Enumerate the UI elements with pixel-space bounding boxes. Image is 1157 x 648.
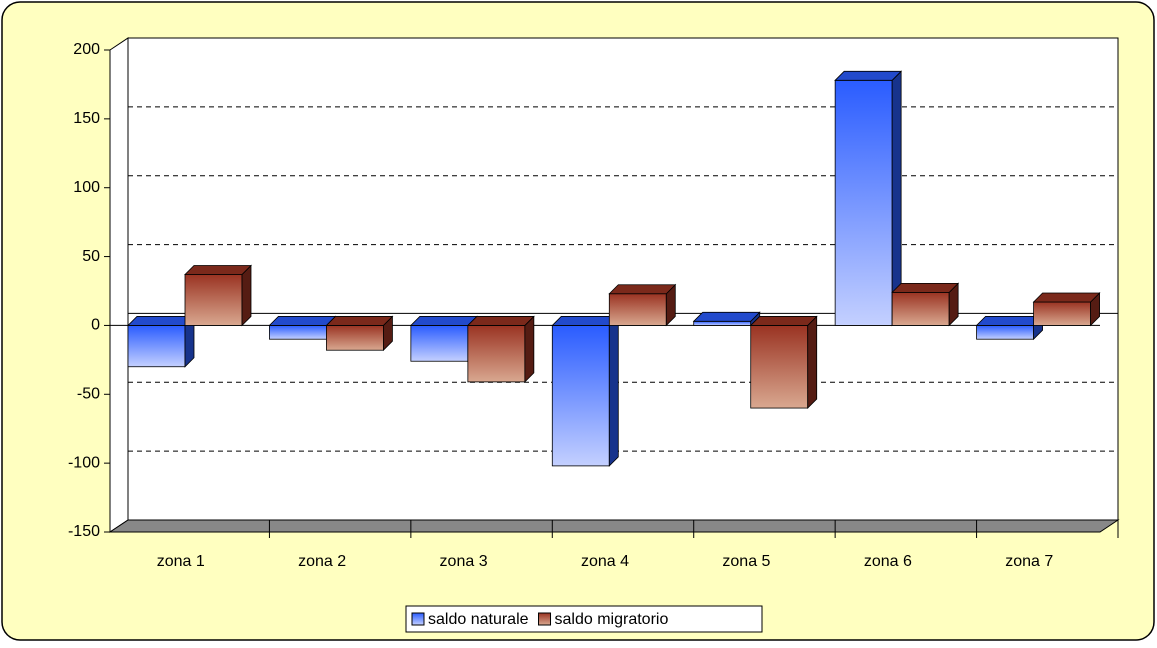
legend bbox=[405, 605, 763, 633]
bar-face bbox=[551, 325, 610, 467]
bar bbox=[184, 264, 252, 327]
bar-face bbox=[692, 311, 761, 322]
bar-face bbox=[184, 265, 252, 275]
bar-face bbox=[241, 264, 252, 327]
bar-face bbox=[326, 325, 384, 351]
y-tick-label: -50 bbox=[77, 386, 100, 403]
bar bbox=[551, 315, 620, 467]
x-tick-label: zona 1 bbox=[157, 553, 205, 570]
bar bbox=[891, 282, 960, 327]
floor bbox=[108, 519, 1120, 533]
bar bbox=[127, 315, 195, 368]
bar-face bbox=[325, 316, 394, 326]
bar-face bbox=[750, 325, 809, 409]
bar-face bbox=[975, 316, 1044, 326]
bar-face bbox=[834, 79, 893, 326]
back-wall bbox=[127, 37, 1119, 521]
bar-face bbox=[127, 325, 186, 368]
bar-face bbox=[749, 316, 818, 326]
bar bbox=[325, 315, 394, 352]
x-tick-label: zona 7 bbox=[1005, 553, 1053, 570]
x-tick-label: zona 6 bbox=[864, 553, 912, 570]
bar-face bbox=[410, 325, 469, 362]
bar-face bbox=[466, 316, 535, 326]
side-wall bbox=[109, 37, 129, 533]
bar bbox=[692, 311, 761, 327]
y-tick-label: 150 bbox=[73, 110, 100, 127]
y-tick-label: -150 bbox=[68, 523, 100, 540]
bar-face bbox=[409, 316, 478, 326]
bar bbox=[608, 283, 677, 327]
bar-face bbox=[127, 316, 195, 326]
bar bbox=[466, 315, 535, 383]
bar-face bbox=[807, 315, 818, 410]
bar-face bbox=[268, 316, 337, 326]
legend-label: saldo naturale bbox=[428, 611, 529, 628]
y-tick-label: 100 bbox=[73, 179, 100, 196]
bar-face bbox=[269, 325, 327, 340]
y-tick-label: 50 bbox=[82, 248, 100, 265]
x-tick-label: zona 2 bbox=[298, 553, 346, 570]
bar bbox=[268, 315, 337, 341]
bar bbox=[749, 315, 818, 410]
legend-label: saldo migratorio bbox=[555, 611, 669, 628]
bar-face bbox=[524, 315, 535, 383]
bar-face bbox=[467, 325, 526, 383]
bar-face bbox=[608, 315, 619, 467]
x-tick-label: zona 4 bbox=[581, 553, 629, 570]
bar bbox=[975, 315, 1044, 341]
bar-face bbox=[976, 325, 1034, 340]
bar bbox=[834, 70, 903, 327]
bar bbox=[1032, 292, 1101, 327]
y-tick-label: 200 bbox=[73, 41, 100, 58]
bar-face bbox=[891, 282, 960, 293]
bar-face bbox=[551, 316, 620, 326]
legend-swatch bbox=[411, 612, 425, 626]
bar-face bbox=[891, 291, 950, 326]
x-tick-label: zona 3 bbox=[440, 553, 488, 570]
bar-face bbox=[184, 274, 243, 326]
bar bbox=[409, 315, 478, 363]
bar-face bbox=[693, 320, 752, 326]
bar-face bbox=[608, 284, 677, 295]
y-tick-label: -100 bbox=[68, 454, 100, 471]
bar-face bbox=[834, 70, 903, 81]
x-tick-label: zona 5 bbox=[722, 553, 770, 570]
bar-face bbox=[1033, 301, 1091, 326]
legend-swatch bbox=[538, 612, 552, 626]
bar-face bbox=[1032, 292, 1101, 303]
y-tick-label: 0 bbox=[91, 317, 100, 334]
bar-face bbox=[608, 293, 667, 326]
